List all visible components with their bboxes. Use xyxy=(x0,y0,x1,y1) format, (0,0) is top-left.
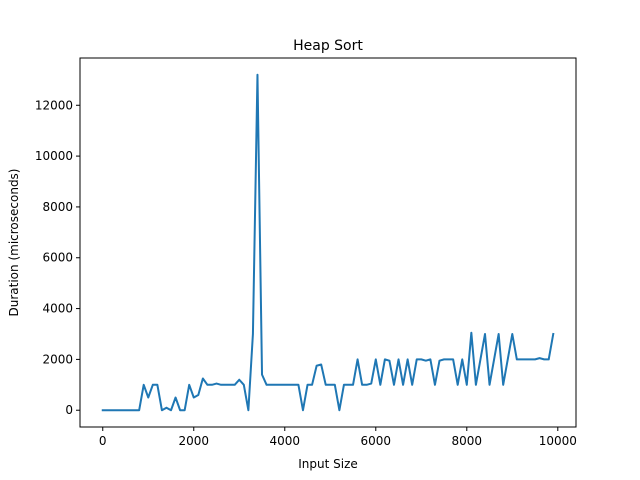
plot-area xyxy=(101,73,555,412)
x-axis-ticks: 0 2000 4000 6000 8000 10000 xyxy=(99,427,577,448)
y-tick-label: 8000 xyxy=(42,200,73,214)
x-tick-label: 4000 xyxy=(269,434,300,448)
x-axis-label: Input Size xyxy=(298,457,358,471)
y-axis-label: Duration (microseconds) xyxy=(7,169,21,317)
y-tick-label: 0 xyxy=(65,403,73,417)
series-line xyxy=(101,73,555,412)
axes-frame xyxy=(79,57,577,428)
x-tick-label: 8000 xyxy=(452,434,483,448)
x-tick-label: 6000 xyxy=(361,434,392,448)
x-tick-label: 2000 xyxy=(178,434,209,448)
x-tick-label: 0 xyxy=(99,434,107,448)
y-tick-label: 4000 xyxy=(42,302,73,316)
y-tick-label: 6000 xyxy=(42,251,73,265)
y-axis-ticks: 0 2000 4000 6000 8000 10000 12000 xyxy=(35,98,80,417)
y-tick-label: 2000 xyxy=(42,352,73,366)
chart-title: Heap Sort xyxy=(293,38,363,54)
y-tick-label: 12000 xyxy=(35,98,73,112)
x-tick-label: 10000 xyxy=(539,434,577,448)
y-tick-label: 10000 xyxy=(35,149,73,163)
